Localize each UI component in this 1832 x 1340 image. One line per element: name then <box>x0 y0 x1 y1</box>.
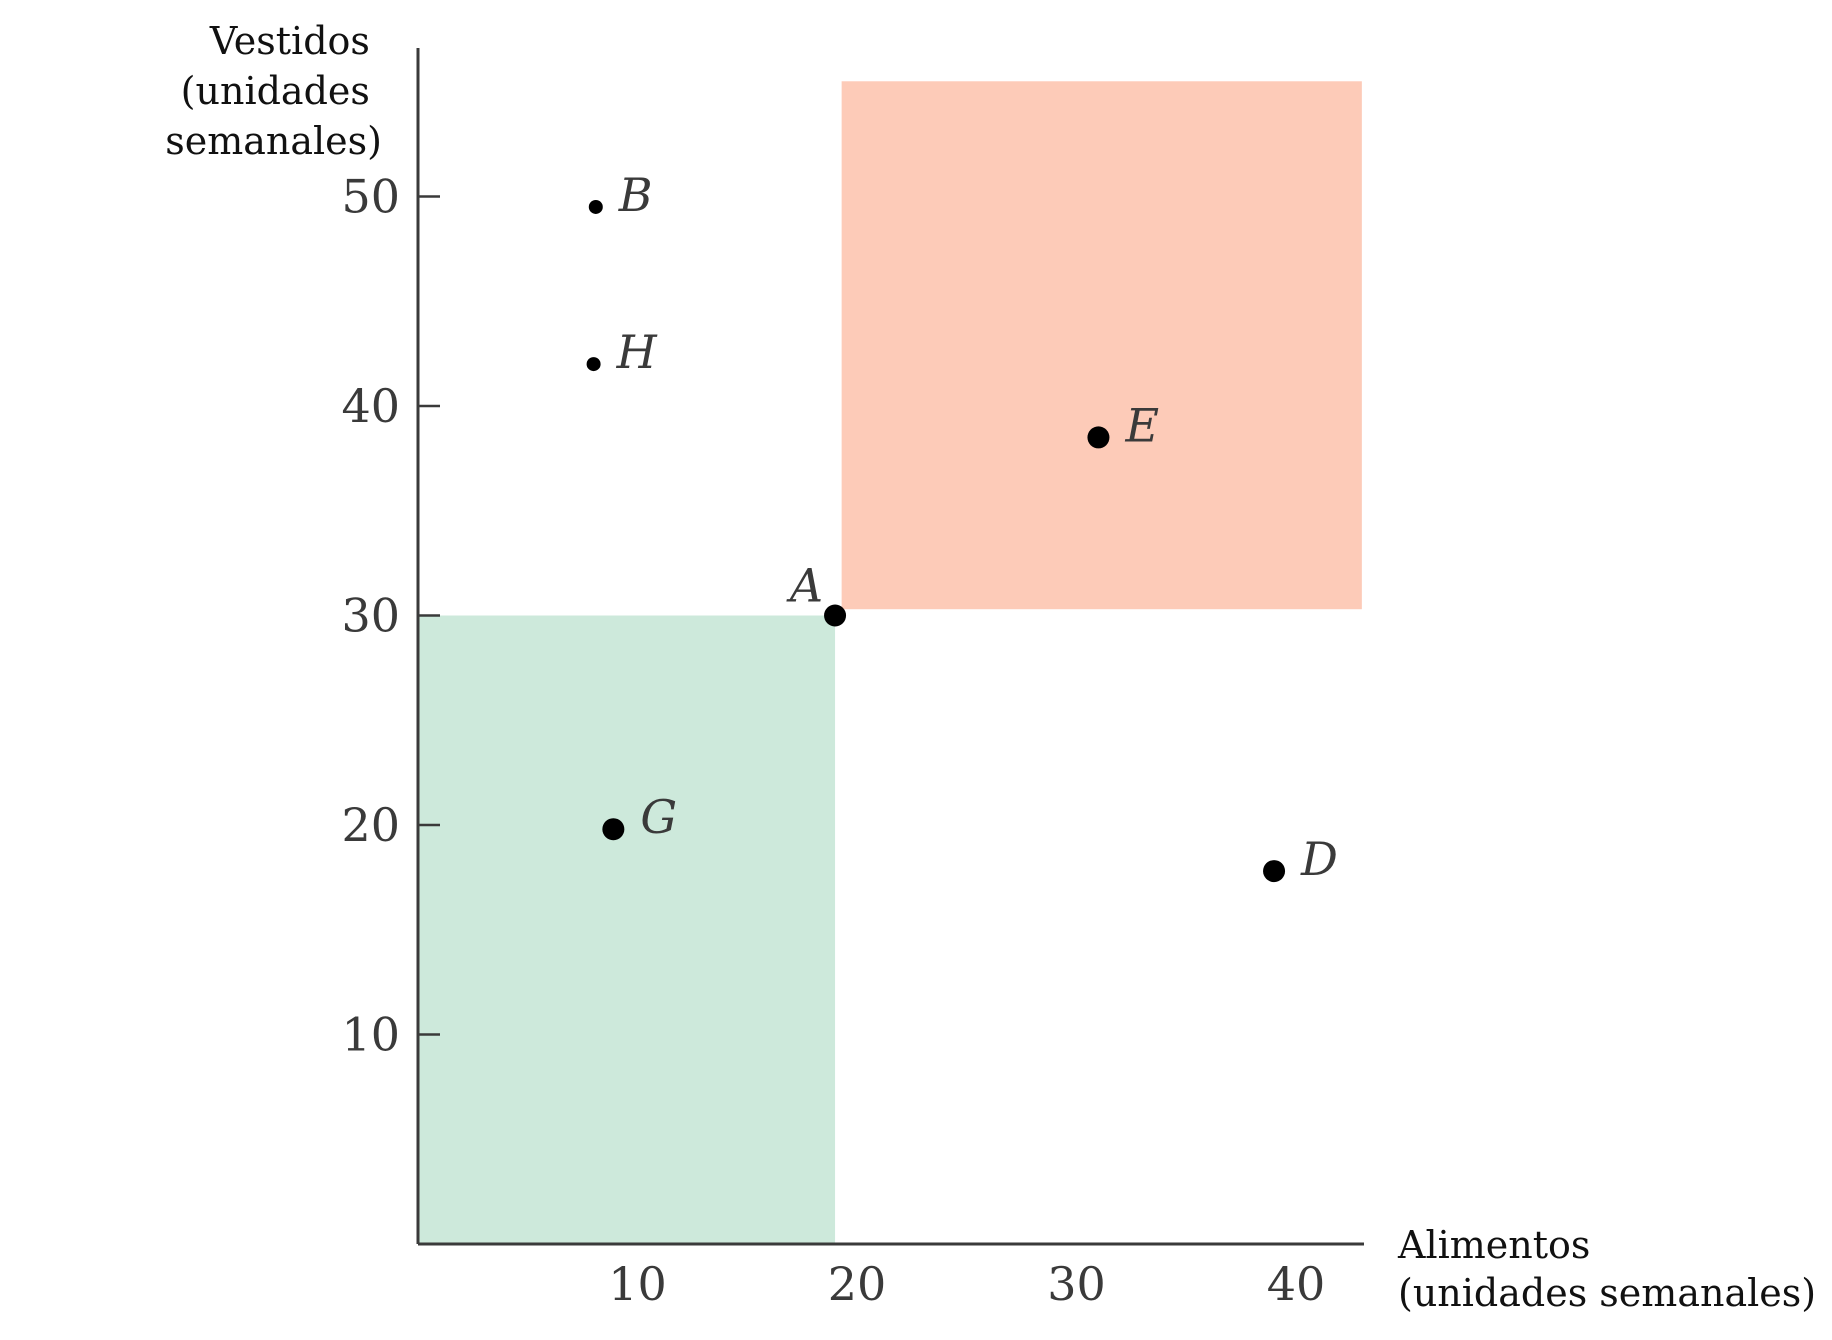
x-axis-title-line-1: Alimentos <box>1397 1223 1590 1267</box>
shaded-regions <box>418 81 1362 1244</box>
y-axis-title: Vestidos (unidades semanales) <box>165 19 382 163</box>
y-tick-label: 50 <box>341 170 400 224</box>
x-tick-label: 20 <box>828 1257 887 1311</box>
y-tick-label: 20 <box>341 798 400 852</box>
x-tick-label: 40 <box>1267 1257 1326 1311</box>
y-tick-label: 10 <box>341 1008 400 1062</box>
axes <box>416 48 1364 1246</box>
region-less-preferred <box>418 615 836 1244</box>
x-tick-label: 10 <box>608 1257 667 1311</box>
point-b <box>588 199 603 214</box>
point-g <box>602 818 625 841</box>
y-axis-title-line-3: semanales) <box>165 119 382 163</box>
x-axis-title-line-2: (unidades semanales) <box>1398 1271 1816 1315</box>
point-d <box>1263 860 1286 883</box>
point-label-d: D <box>1300 832 1338 886</box>
point-label-h: H <box>616 325 658 379</box>
point-label-g: G <box>640 790 677 844</box>
x-tick-label: 30 <box>1047 1257 1106 1311</box>
point-label-a: A <box>786 559 823 613</box>
point-label-b: B <box>618 168 653 222</box>
point-h <box>586 357 601 372</box>
region-more-preferred <box>841 81 1362 610</box>
y-axis-title-line-2: (unidades <box>181 69 370 113</box>
ticks: 10 20 30 40 50 10 20 30 40 <box>341 170 1325 1312</box>
point-e <box>1087 426 1110 449</box>
point-label-e: E <box>1124 398 1159 452</box>
y-tick-label: 40 <box>341 379 400 433</box>
point-a <box>824 604 847 627</box>
x-axis-title: Alimentos (unidades semanales) <box>1397 1223 1816 1315</box>
y-axis-title-line-1: Vestidos <box>209 19 370 63</box>
data-points: A B H E G D <box>586 168 1338 886</box>
y-tick-label: 30 <box>341 589 400 643</box>
